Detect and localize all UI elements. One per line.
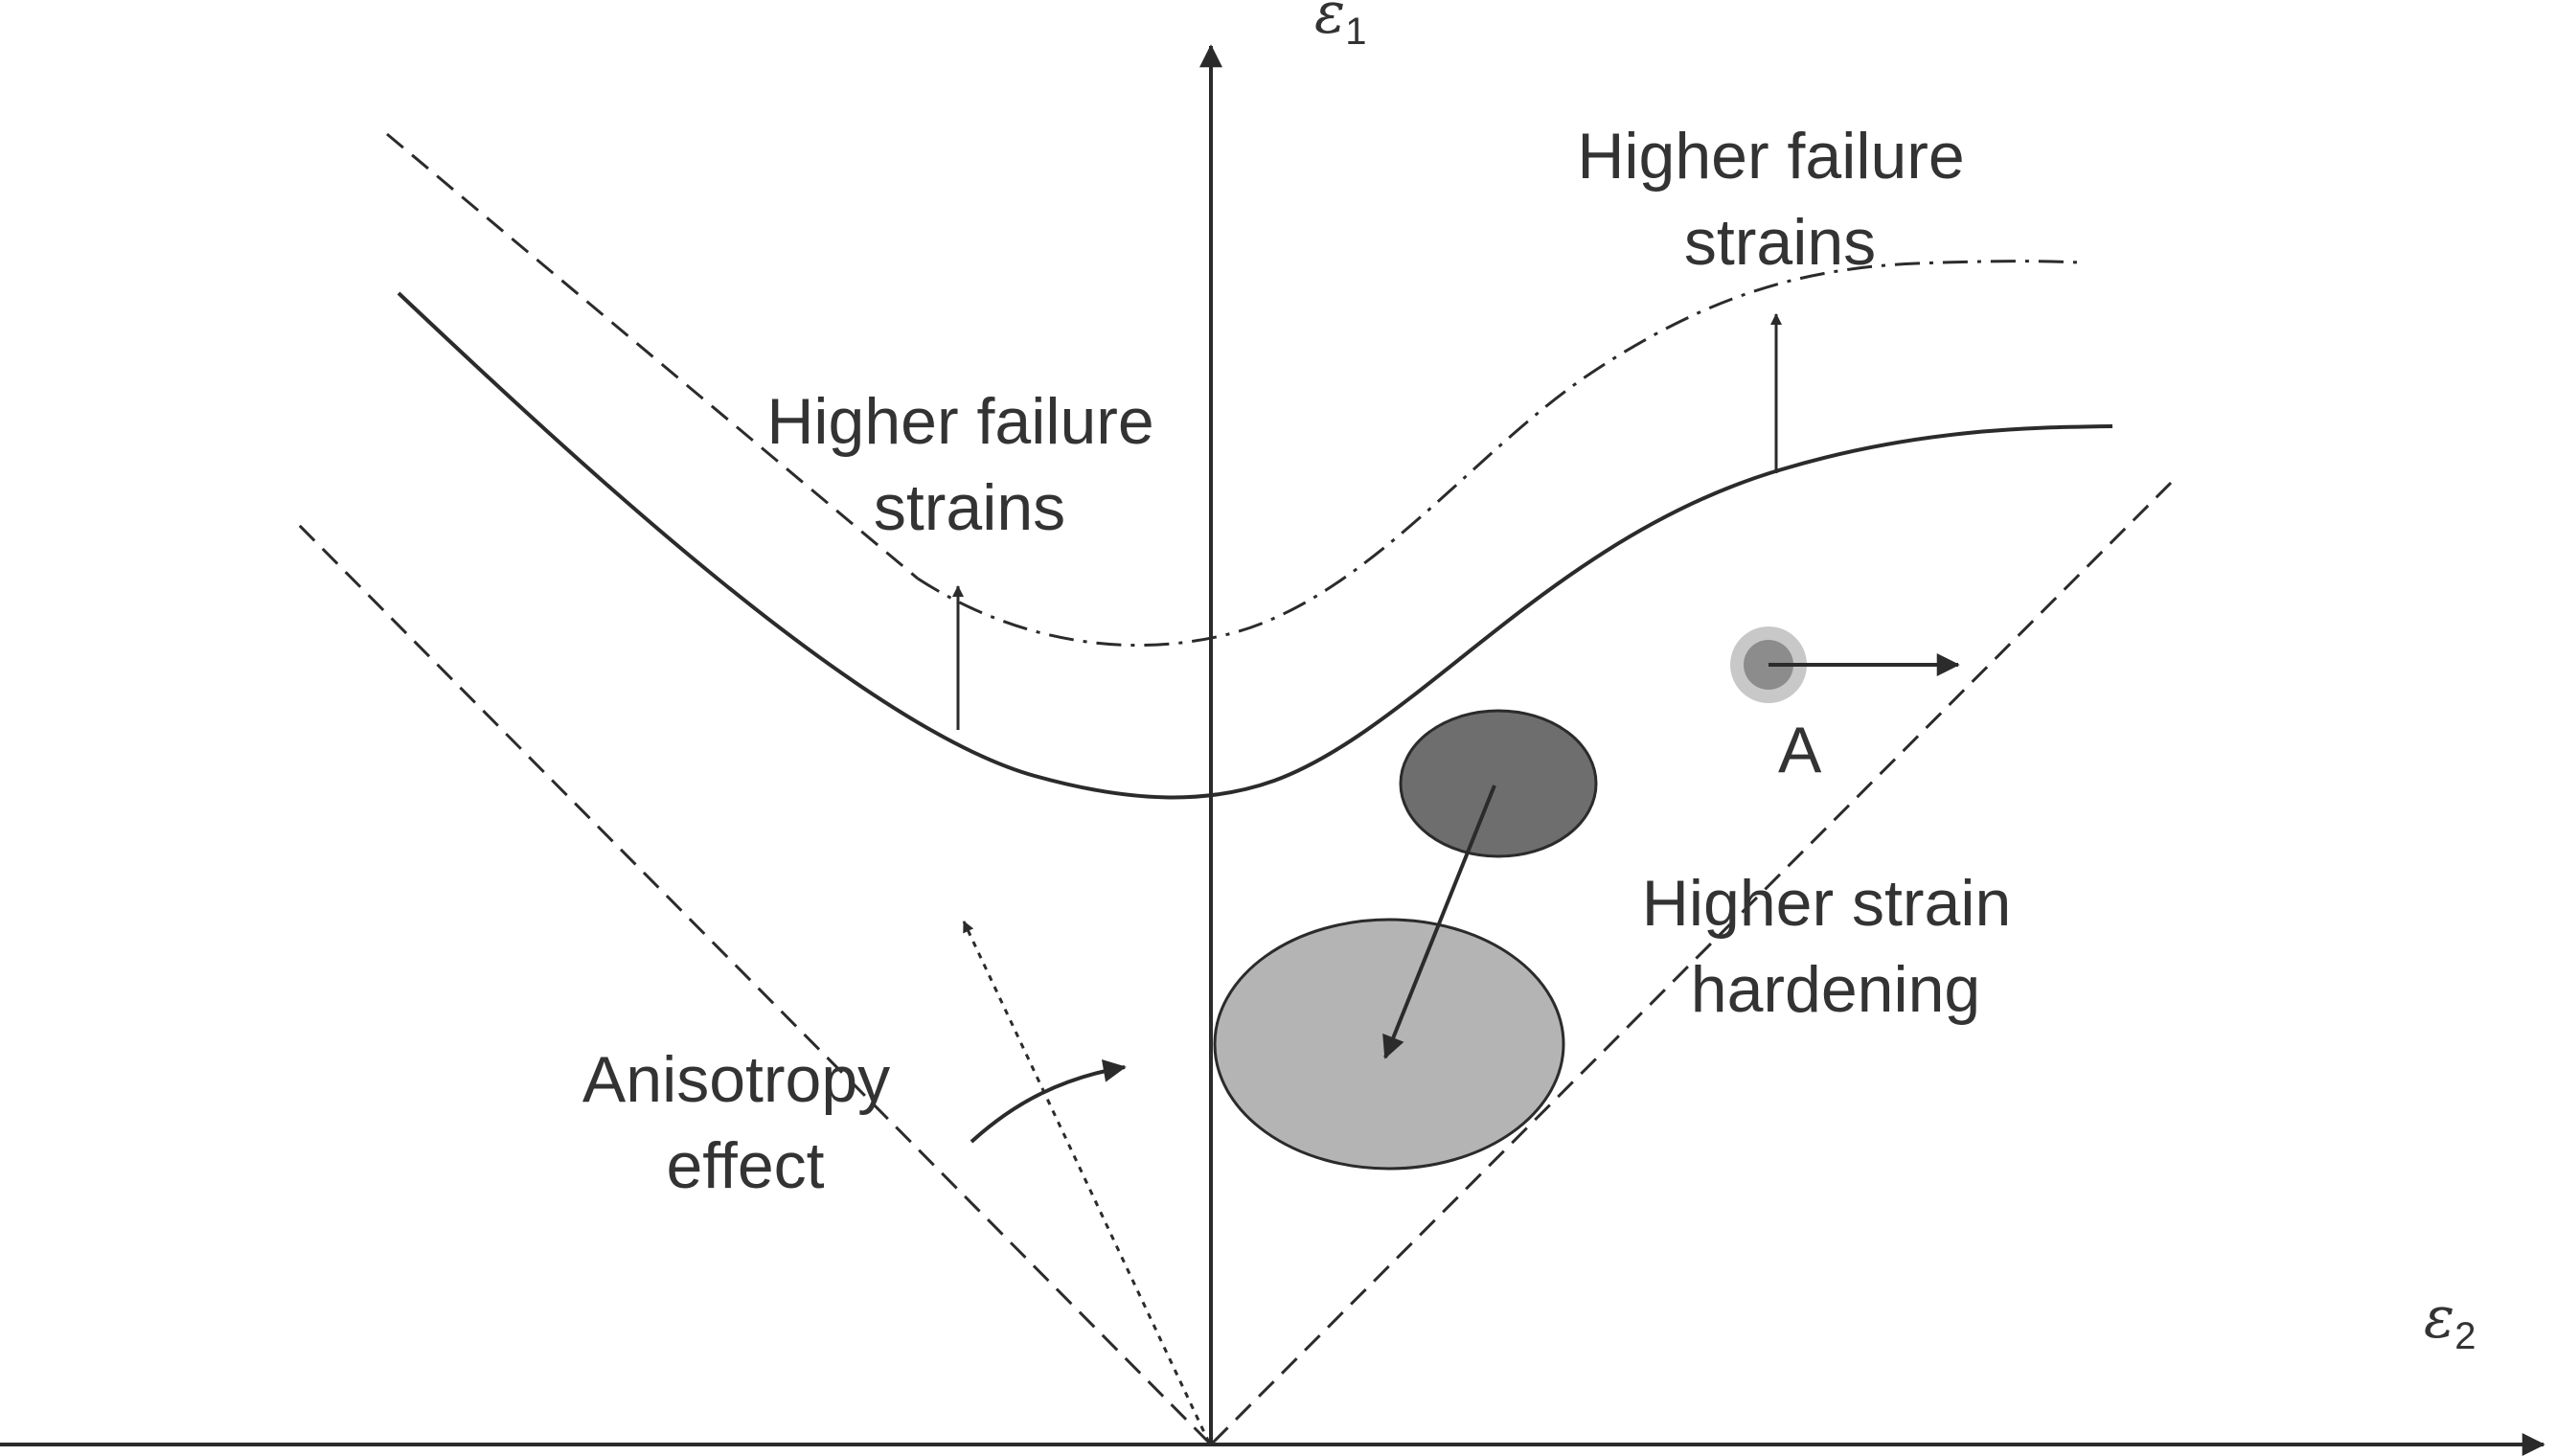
- failure-label-right-line2: strains: [1684, 206, 1876, 279]
- failure-label-right-line1: Higher failure: [1577, 120, 1964, 193]
- dark-strain-ellipse: [1399, 709, 1598, 858]
- upper-dashed-boundary-left: [386, 132, 919, 580]
- anisotropy-curved-arrow: [970, 1058, 1127, 1144]
- hardening-label-line1: Higher strain: [1642, 867, 2012, 940]
- hardening-arrow: [1382, 785, 1496, 1059]
- anisotropy-label-line2: effect: [666, 1129, 824, 1202]
- anisotropy-label-line1: Anisotropy: [582, 1043, 890, 1116]
- hardening-label-line2: hardening: [1691, 953, 1980, 1026]
- x-axis-label-symbol: ε: [2424, 1285, 2454, 1352]
- point-a-label: A: [1778, 714, 1822, 786]
- anisotropy-rotated-line: [962, 921, 1211, 1444]
- failure-label-right: Higher failure strains: [1577, 120, 1982, 279]
- hardening-label: Higher strain hardening: [1642, 867, 2029, 1026]
- forming-limit-curve: [397, 291, 2113, 800]
- y-axis-label-symbol: ε: [1314, 0, 1345, 47]
- x-axis-label-subscript: 2: [2454, 1315, 2476, 1357]
- x-axis-label: ε2: [2424, 1285, 2476, 1357]
- upper-failure-curve: [917, 260, 2080, 648]
- failure-label-left-line2: strains: [874, 471, 1065, 544]
- failure-label-left-line1: Higher failure: [766, 385, 1153, 458]
- failure-label-left: Higher failure strains: [766, 385, 1172, 544]
- anisotropy-label: Anisotropy effect: [582, 1043, 908, 1202]
- left-dashed-boundary: [293, 519, 1211, 1445]
- y-axis-label-subscript: 1: [1345, 11, 1366, 53]
- y-axis-label: ε1: [1314, 0, 1366, 53]
